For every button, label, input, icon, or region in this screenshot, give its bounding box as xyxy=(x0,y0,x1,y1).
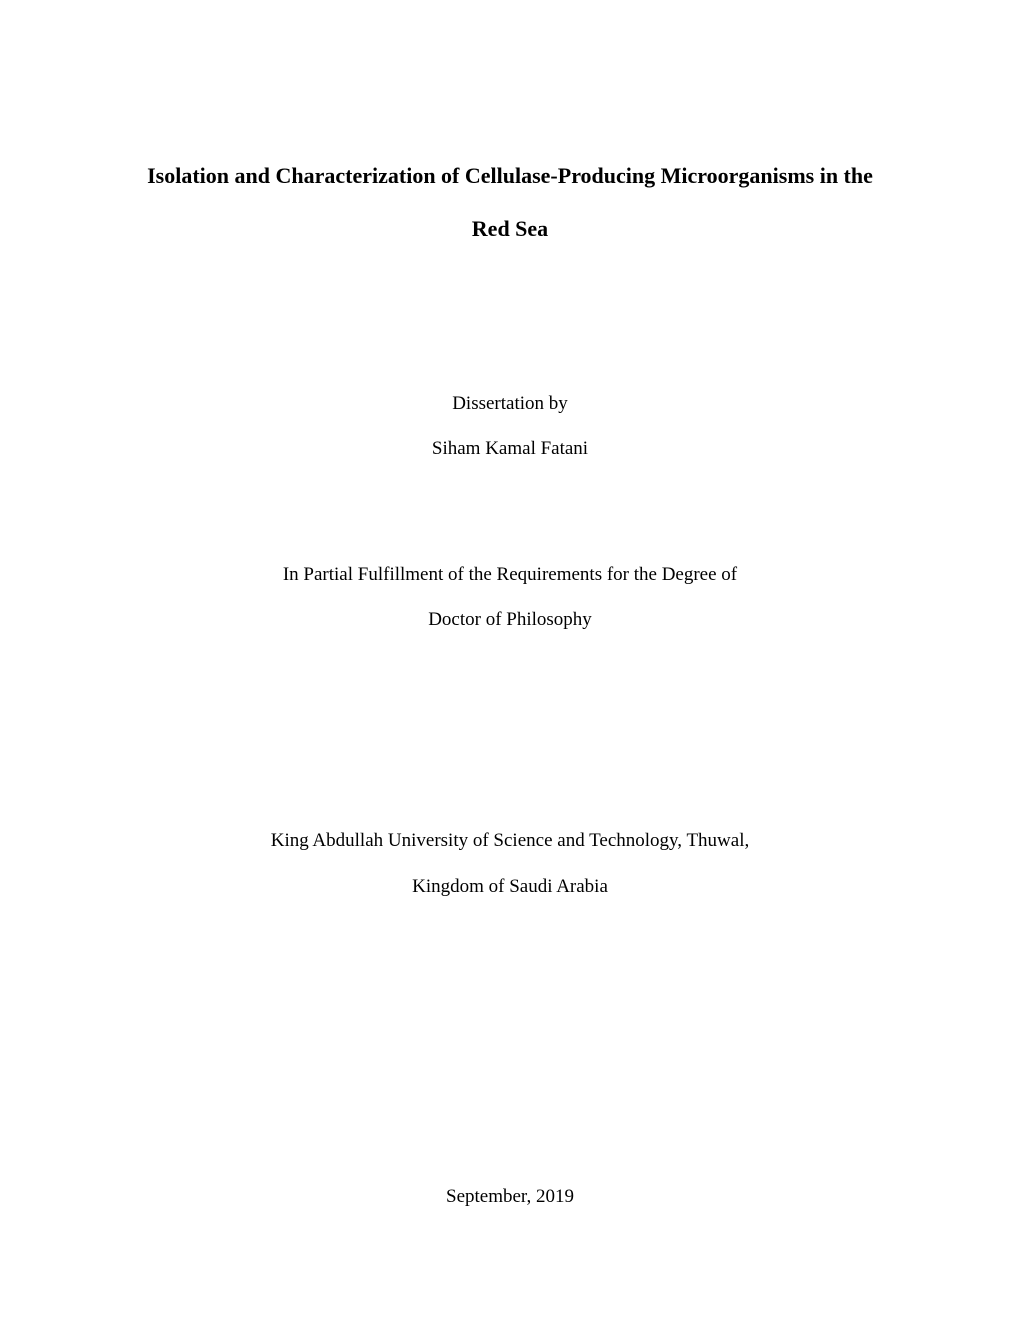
title-line-1: Isolation and Characterization of Cellul… xyxy=(120,150,900,203)
institution-section: King Abdullah University of Science and … xyxy=(120,818,900,909)
dissertation-by-section: Dissertation by Siham Kamal Fatani xyxy=(120,381,900,472)
title-line-2: Red Sea xyxy=(120,203,900,256)
institution-line-1: King Abdullah University of Science and … xyxy=(120,818,900,864)
fulfillment-line-1: In Partial Fulfillment of the Requiremen… xyxy=(120,552,900,598)
date-text: September, 2019 xyxy=(120,1174,900,1220)
author-name: Siham Kamal Fatani xyxy=(120,426,900,472)
date-section: September, 2019 xyxy=(120,1174,900,1220)
fulfillment-line-2: Doctor of Philosophy xyxy=(120,597,900,643)
dissertation-by-label: Dissertation by xyxy=(120,381,900,427)
institution-line-2: Kingdom of Saudi Arabia xyxy=(120,864,900,910)
fulfillment-section: In Partial Fulfillment of the Requiremen… xyxy=(120,552,900,643)
dissertation-title: Isolation and Characterization of Cellul… xyxy=(120,150,900,256)
